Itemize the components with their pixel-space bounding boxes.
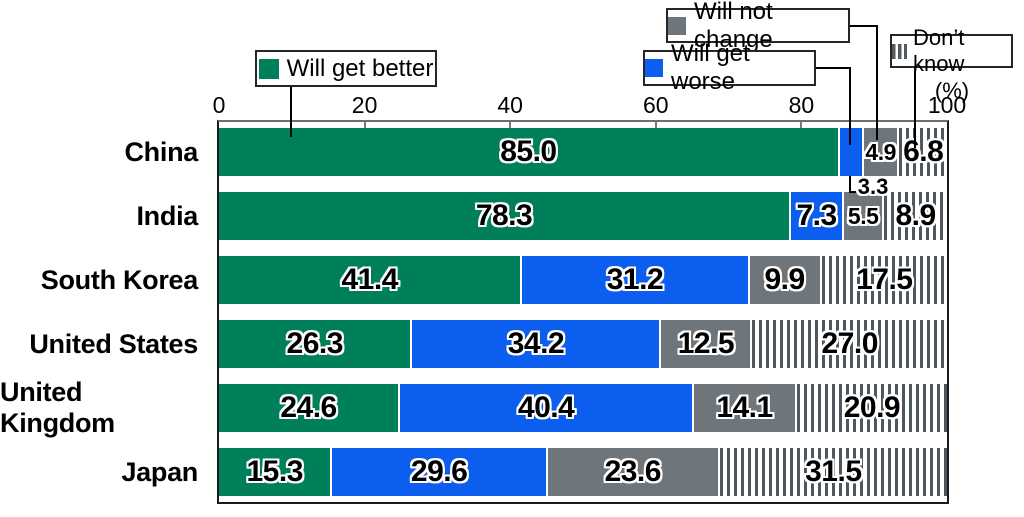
segment-will-get-better: 26.3	[219, 320, 411, 368]
bar-row-united-kingdom: 24.6 40.4 14.1 20.9	[219, 384, 947, 432]
segment-will-not-change: 23.6	[545, 448, 718, 496]
value-label: 41.4	[341, 263, 399, 296]
connector-line-will-not-change	[848, 25, 878, 27]
segment-will-get-worse: 34.2	[410, 320, 660, 368]
x-axis: 0 20 40 60 80 100	[213, 92, 967, 118]
value-label: 31.2	[606, 263, 664, 296]
will-not-change-swatch-icon	[668, 16, 686, 35]
connector-line-will-get-better	[290, 87, 292, 137]
legend-label: Will get better	[286, 54, 434, 82]
x-axis-tick-label: 80	[788, 92, 815, 118]
value-label: 34.2	[507, 327, 565, 360]
category-label-japan: Japan	[121, 456, 198, 487]
segment-will-get-better: 41.4	[219, 256, 521, 304]
value-label: 29.6	[410, 455, 468, 488]
bar-rows: 85.0 3.3 4.9 6.8 78.3 7.3 5.5 8.9 41.4 3…	[219, 122, 947, 502]
legend-label: Will not change	[694, 0, 773, 53]
value-label: 5.5	[847, 202, 879, 229]
value-label: 12.5	[677, 327, 735, 360]
segment-will-not-change: 14.1	[692, 384, 795, 432]
bar-row-japan: 15.3 29.6 23.6 31.5	[219, 448, 947, 496]
value-label: 27.0	[821, 327, 879, 360]
x-axis-tick-label: 20	[351, 92, 378, 118]
segment-dont-know: 17.5	[819, 256, 947, 304]
callout-line-3-3	[848, 191, 856, 193]
category-label-united-kingdom: United Kingdom	[0, 377, 115, 438]
value-label: 26.3	[286, 327, 344, 360]
legend-label: Will get worse	[671, 40, 750, 95]
legend-label: Don’t know	[913, 25, 965, 76]
value-label: 6.8	[903, 135, 944, 168]
axis-unit-label: (%)	[934, 78, 970, 103]
category-labels: China India South Korea United States Un…	[0, 122, 207, 502]
legend-will-get-better: Will get better	[255, 50, 437, 87]
value-label: 17.5	[856, 263, 913, 296]
segment-will-not-change: 12.5	[659, 320, 751, 368]
value-label: 40.4	[517, 391, 575, 424]
legend-will-get-worse: Will get worse	[643, 40, 816, 95]
segment-dont-know: 31.5	[717, 448, 947, 496]
axis-tick-mark	[800, 122, 803, 128]
category-label-india: India	[136, 200, 198, 231]
legend-dont-know: Don’t know	[890, 25, 1013, 76]
category-label-china: China	[124, 136, 198, 167]
value-label: 23.6	[604, 455, 662, 488]
category-label-united-states: United States	[29, 328, 198, 359]
segment-dont-know: 8.9	[882, 192, 947, 240]
value-label: 7.3	[796, 199, 837, 232]
segment-will-get-worse: 29.6	[330, 448, 546, 496]
connector-line-will-get-worse	[814, 67, 851, 69]
value-label: 78.3	[475, 199, 533, 232]
segment-will-not-change: 4.9	[861, 128, 898, 176]
will-get-better-swatch-icon	[258, 58, 279, 79]
x-axis-tick-label: 100	[927, 92, 967, 118]
category-label-south-korea: South Korea	[40, 264, 199, 295]
value-label: 4.9	[865, 138, 896, 165]
segment-will-get-better: 15.3	[219, 448, 331, 496]
bar-row-united-states: 26.3 34.2 12.5 27.0	[219, 320, 947, 368]
bar-row-south-korea: 41.4 31.2 9.9 17.5	[219, 256, 947, 304]
value-label: 14.1	[716, 391, 773, 424]
segment-will-get-worse: 31.2	[520, 256, 748, 304]
segment-will-get-better: 78.3	[219, 192, 790, 240]
x-axis-tick-label: 40	[497, 92, 523, 118]
will-get-worse-swatch-icon	[645, 59, 663, 77]
x-axis-tick-label: 0	[212, 92, 226, 118]
value-label: 85.0	[500, 135, 557, 168]
value-label: 8.9	[895, 199, 936, 232]
value-label: 24.6	[280, 391, 337, 424]
connector-line-will-not-change	[876, 25, 878, 140]
connector-line-will-get-worse	[849, 67, 851, 145]
bar-row-china: 85.0 3.3 4.9 6.8	[219, 128, 947, 176]
segment-dont-know: 20.9	[794, 384, 947, 432]
value-label: 15.3	[246, 455, 303, 488]
segment-dont-know: 6.8	[897, 128, 947, 176]
segment-will-not-change: 9.9	[747, 256, 820, 304]
segment-will-not-change: 5.5	[842, 192, 883, 240]
connector-line-dont-know	[914, 68, 916, 148]
segment-will-get-worse: 7.3	[789, 192, 843, 240]
axis-tick-mark	[509, 122, 512, 128]
dont-know-stripes-icon	[892, 43, 907, 59]
segment-will-get-better: 24.6	[219, 384, 399, 432]
axis-tick-mark	[654, 122, 657, 128]
x-axis-tick-label: 60	[643, 92, 669, 118]
segment-dont-know: 27.0	[750, 320, 947, 368]
callout-value-label: 3.3	[857, 174, 889, 199]
value-label: 31.5	[805, 455, 862, 488]
value-label: 20.9	[843, 391, 901, 424]
bar-row-india: 78.3 7.3 5.5 8.9	[219, 192, 947, 240]
segment-will-get-better: 85.0	[219, 128, 838, 176]
legend-will-not-change: Will not change	[666, 0, 850, 53]
segment-will-get-worse: 40.4	[398, 384, 693, 432]
value-label: 9.9	[764, 263, 805, 296]
callout-line-3-3	[848, 176, 851, 193]
axis-tick-mark	[363, 122, 366, 128]
plot-area: 85.0 3.3 4.9 6.8 78.3 7.3 5.5 8.9 41.4 3…	[217, 120, 949, 504]
